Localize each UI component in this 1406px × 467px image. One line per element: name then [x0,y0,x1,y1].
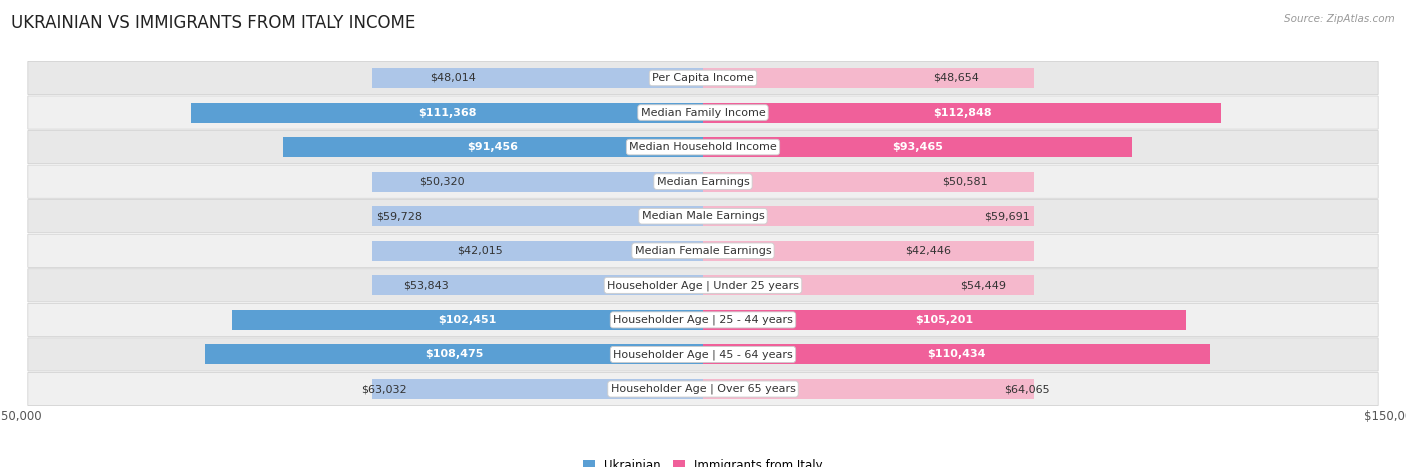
Text: $48,014: $48,014 [430,73,475,83]
Bar [703,172,1033,191]
Bar [373,206,703,226]
FancyBboxPatch shape [28,130,1378,164]
Text: Per Capita Income: Per Capita Income [652,73,754,83]
Bar [413,379,703,399]
FancyBboxPatch shape [28,199,1378,233]
Bar [703,276,953,295]
Bar [703,379,1033,399]
Bar [373,345,703,364]
Text: Median Male Earnings: Median Male Earnings [641,211,765,221]
Bar [703,137,1132,157]
Text: Median Household Income: Median Household Income [628,142,778,152]
Bar [703,137,1033,157]
Bar [703,68,1033,88]
Bar [232,310,703,330]
Bar [373,103,703,122]
Bar [703,241,898,261]
Text: $50,320: $50,320 [419,177,465,187]
Bar [373,241,703,261]
Text: $108,475: $108,475 [425,349,484,360]
Text: $63,032: $63,032 [361,384,406,394]
FancyBboxPatch shape [28,338,1378,371]
Bar [429,206,703,226]
Text: $93,465: $93,465 [893,142,943,152]
Bar [191,103,703,122]
Bar [456,276,703,295]
Bar [283,137,703,157]
Bar [703,206,1033,226]
FancyBboxPatch shape [28,303,1378,337]
FancyBboxPatch shape [28,234,1378,268]
FancyBboxPatch shape [28,269,1378,302]
Text: $48,654: $48,654 [934,73,979,83]
FancyBboxPatch shape [28,61,1378,95]
Text: UKRAINIAN VS IMMIGRANTS FROM ITALY INCOME: UKRAINIAN VS IMMIGRANTS FROM ITALY INCOM… [11,14,416,32]
Text: $64,065: $64,065 [1004,384,1050,394]
Text: $53,843: $53,843 [404,280,449,290]
Bar [703,345,1211,364]
Bar [373,68,703,88]
Bar [373,172,703,191]
Bar [703,103,1033,122]
Bar [703,206,977,226]
Text: Median Female Earnings: Median Female Earnings [634,246,772,256]
Bar [703,172,935,191]
Bar [373,137,703,157]
Bar [472,172,703,191]
Bar [373,310,703,330]
Text: $50,581: $50,581 [942,177,988,187]
Text: $105,201: $105,201 [915,315,973,325]
Text: $54,449: $54,449 [960,280,1005,290]
Bar [703,310,1033,330]
Text: $102,451: $102,451 [439,315,496,325]
Text: $110,434: $110,434 [928,349,986,360]
Text: Householder Age | Over 65 years: Householder Age | Over 65 years [610,384,796,394]
Text: Median Family Income: Median Family Income [641,107,765,118]
Text: Median Earnings: Median Earnings [657,177,749,187]
Bar [510,241,703,261]
FancyBboxPatch shape [28,96,1378,129]
Text: $42,015: $42,015 [457,246,503,256]
Text: $112,848: $112,848 [932,107,991,118]
Text: $91,456: $91,456 [467,142,519,152]
Bar [703,276,1033,295]
Bar [703,379,997,399]
Bar [703,345,1033,364]
Text: Householder Age | 25 - 44 years: Householder Age | 25 - 44 years [613,315,793,325]
Text: $59,728: $59,728 [375,211,422,221]
Bar [703,310,1187,330]
Bar [373,276,703,295]
Bar [205,345,703,364]
Legend: Ukrainian, Immigrants from Italy: Ukrainian, Immigrants from Italy [578,454,828,467]
Text: Source: ZipAtlas.com: Source: ZipAtlas.com [1284,14,1395,24]
Bar [373,379,703,399]
Bar [703,103,1222,122]
Bar [703,68,927,88]
Text: $111,368: $111,368 [418,107,477,118]
Text: Householder Age | Under 25 years: Householder Age | Under 25 years [607,280,799,290]
Bar [703,241,1033,261]
Text: Householder Age | 45 - 64 years: Householder Age | 45 - 64 years [613,349,793,360]
Bar [482,68,703,88]
FancyBboxPatch shape [28,372,1378,406]
FancyBboxPatch shape [28,165,1378,198]
Text: $59,691: $59,691 [984,211,1029,221]
Text: $42,446: $42,446 [905,246,950,256]
